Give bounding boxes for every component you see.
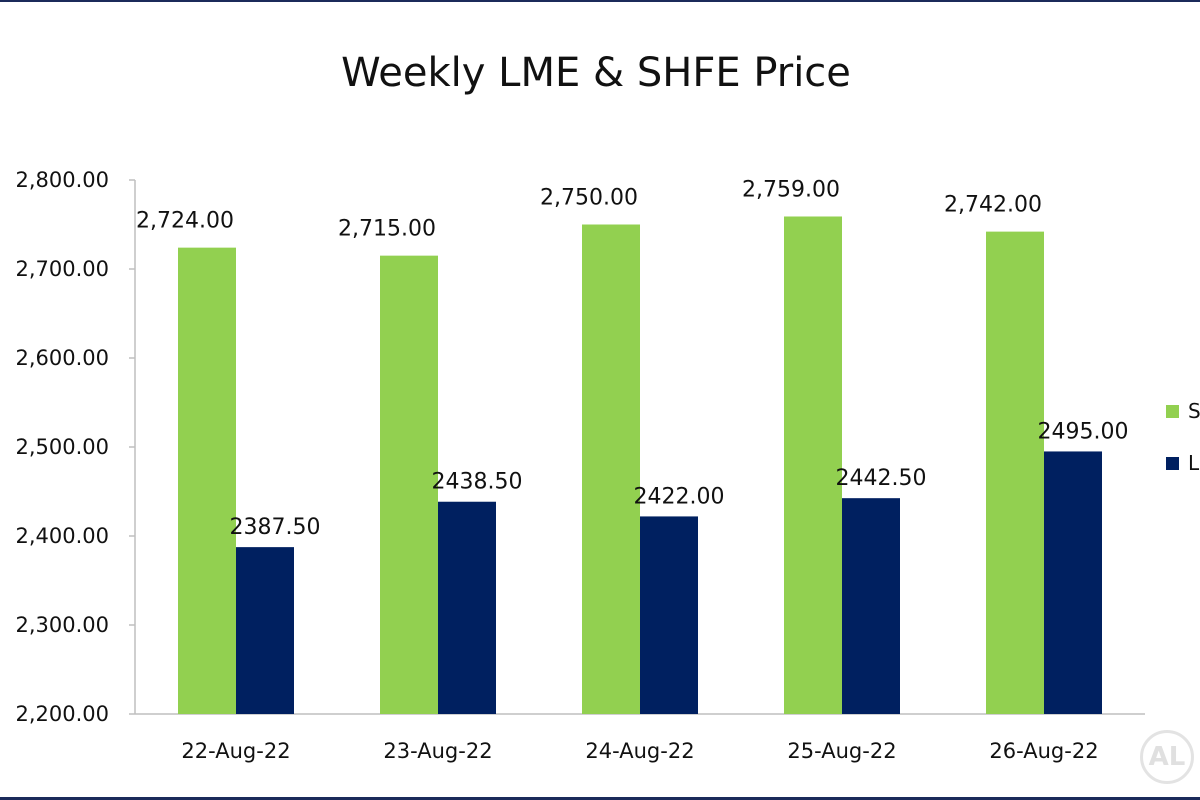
data-label: 2422.00 bbox=[634, 484, 725, 509]
y-tick-label: 2,700.00 bbox=[15, 257, 109, 281]
legend-label: L bbox=[1188, 451, 1200, 475]
data-label: 2,742.00 bbox=[944, 193, 1042, 218]
legend-swatch-s bbox=[1166, 405, 1179, 418]
data-label: 2438.50 bbox=[432, 470, 523, 495]
data-label: 2,715.00 bbox=[338, 217, 436, 242]
y-tick-label: 2,600.00 bbox=[15, 346, 109, 370]
bar-s-series bbox=[178, 247, 236, 714]
data-label: 2442.50 bbox=[836, 466, 927, 491]
y-tick-label: 2,800.00 bbox=[15, 168, 109, 192]
bar-l-series bbox=[842, 498, 900, 714]
y-tick-label: 2,300.00 bbox=[15, 613, 109, 637]
x-tick-label: 26-Aug-22 bbox=[989, 739, 1098, 763]
x-tick-label: 25-Aug-22 bbox=[787, 739, 896, 763]
bar-l-series bbox=[438, 501, 496, 714]
watermark-logo: AL bbox=[1140, 730, 1194, 784]
x-tick-label: 24-Aug-22 bbox=[585, 739, 694, 763]
legend-swatch-l bbox=[1166, 457, 1179, 470]
watermark-text: AL bbox=[1148, 742, 1186, 772]
data-label: 2,759.00 bbox=[742, 177, 840, 202]
chart-title: Weekly LME & SHFE Price bbox=[341, 50, 851, 96]
bar-l-series bbox=[236, 547, 294, 714]
bar-s-series bbox=[582, 224, 640, 714]
data-label: 2387.50 bbox=[230, 515, 321, 540]
bar-l-series bbox=[640, 516, 698, 714]
data-label: 2495.00 bbox=[1038, 419, 1129, 444]
bar-s-series bbox=[784, 216, 842, 715]
data-label: 2,724.00 bbox=[136, 209, 234, 234]
data-label: 2,750.00 bbox=[540, 186, 638, 211]
y-tick-label: 2,500.00 bbox=[15, 435, 109, 459]
bar-l-series bbox=[1044, 451, 1102, 714]
y-tick-label: 2,200.00 bbox=[15, 702, 109, 726]
legend-label: S bbox=[1188, 399, 1200, 423]
x-tick-label: 23-Aug-22 bbox=[383, 739, 492, 763]
bar-s-series bbox=[380, 255, 438, 714]
bar-s-series bbox=[986, 231, 1044, 714]
x-tick-label: 22-Aug-22 bbox=[181, 739, 290, 763]
y-tick-label: 2,400.00 bbox=[15, 524, 109, 548]
